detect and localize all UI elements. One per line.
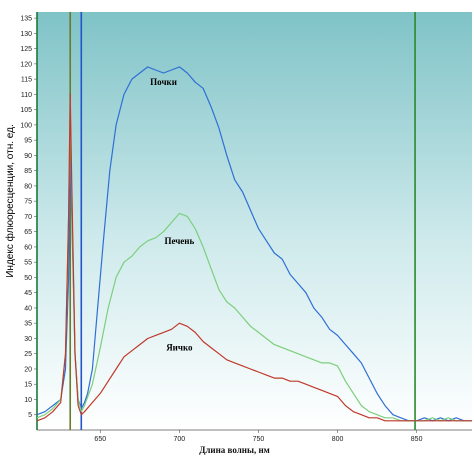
- y-tick-label: 60: [24, 244, 32, 251]
- y-tick-label: 10: [24, 397, 32, 404]
- series-line-Яичко: [36, 93, 472, 422]
- x-tick-label: 700: [174, 436, 186, 443]
- y-tick-label: 30: [24, 336, 32, 343]
- plot-background: [37, 12, 472, 430]
- y-axis-title: Индекс флюоресценции, отн. ед.: [4, 124, 16, 278]
- y-tick-label: 55: [24, 260, 32, 267]
- y-tick-label: 65: [24, 229, 32, 236]
- series-annotation: Почки: [150, 77, 177, 87]
- y-tick-label: 100: [20, 122, 32, 129]
- y-tick-label: 110: [21, 92, 32, 99]
- y-tick-label: 90: [24, 153, 32, 160]
- series-line-Печень: [36, 99, 472, 422]
- y-tick-label: 15: [24, 382, 32, 389]
- y-tick-label: 45: [24, 290, 32, 297]
- series-annotation: Яичко: [166, 343, 193, 353]
- y-tick-label: 50: [24, 275, 32, 282]
- y-tick-label: 95: [24, 138, 32, 145]
- left-margin: [0, 0, 20, 457]
- y-tick-label: 125: [20, 46, 32, 53]
- y-tick-label: 120: [20, 61, 32, 68]
- y-tick-label: 105: [20, 107, 32, 114]
- x-tick-label: 750: [253, 436, 265, 443]
- x-tick-label: 850: [411, 436, 423, 443]
- x-tick-label: 800: [332, 436, 344, 443]
- y-tick-label: 135: [20, 16, 32, 23]
- y-tick-label: 130: [20, 31, 32, 38]
- x-tick-label: 650: [94, 436, 106, 443]
- y-tick-label: 115: [21, 77, 32, 84]
- series-line-Почки: [36, 66, 472, 422]
- y-tick-label: 75: [24, 199, 32, 206]
- y-tick-label: 20: [24, 366, 32, 373]
- y-tick-label: 80: [24, 183, 32, 190]
- y-tick-label: 5: [28, 412, 32, 419]
- y-tick-label: 40: [24, 305, 32, 312]
- series-annotation: Печень: [164, 236, 194, 246]
- x-axis-title: Длина волны, нм: [199, 445, 270, 455]
- y-tick-label: 85: [24, 168, 32, 175]
- y-tick-label: 35: [24, 321, 32, 328]
- y-tick-label: 70: [24, 214, 32, 221]
- y-tick-label: 25: [24, 351, 32, 358]
